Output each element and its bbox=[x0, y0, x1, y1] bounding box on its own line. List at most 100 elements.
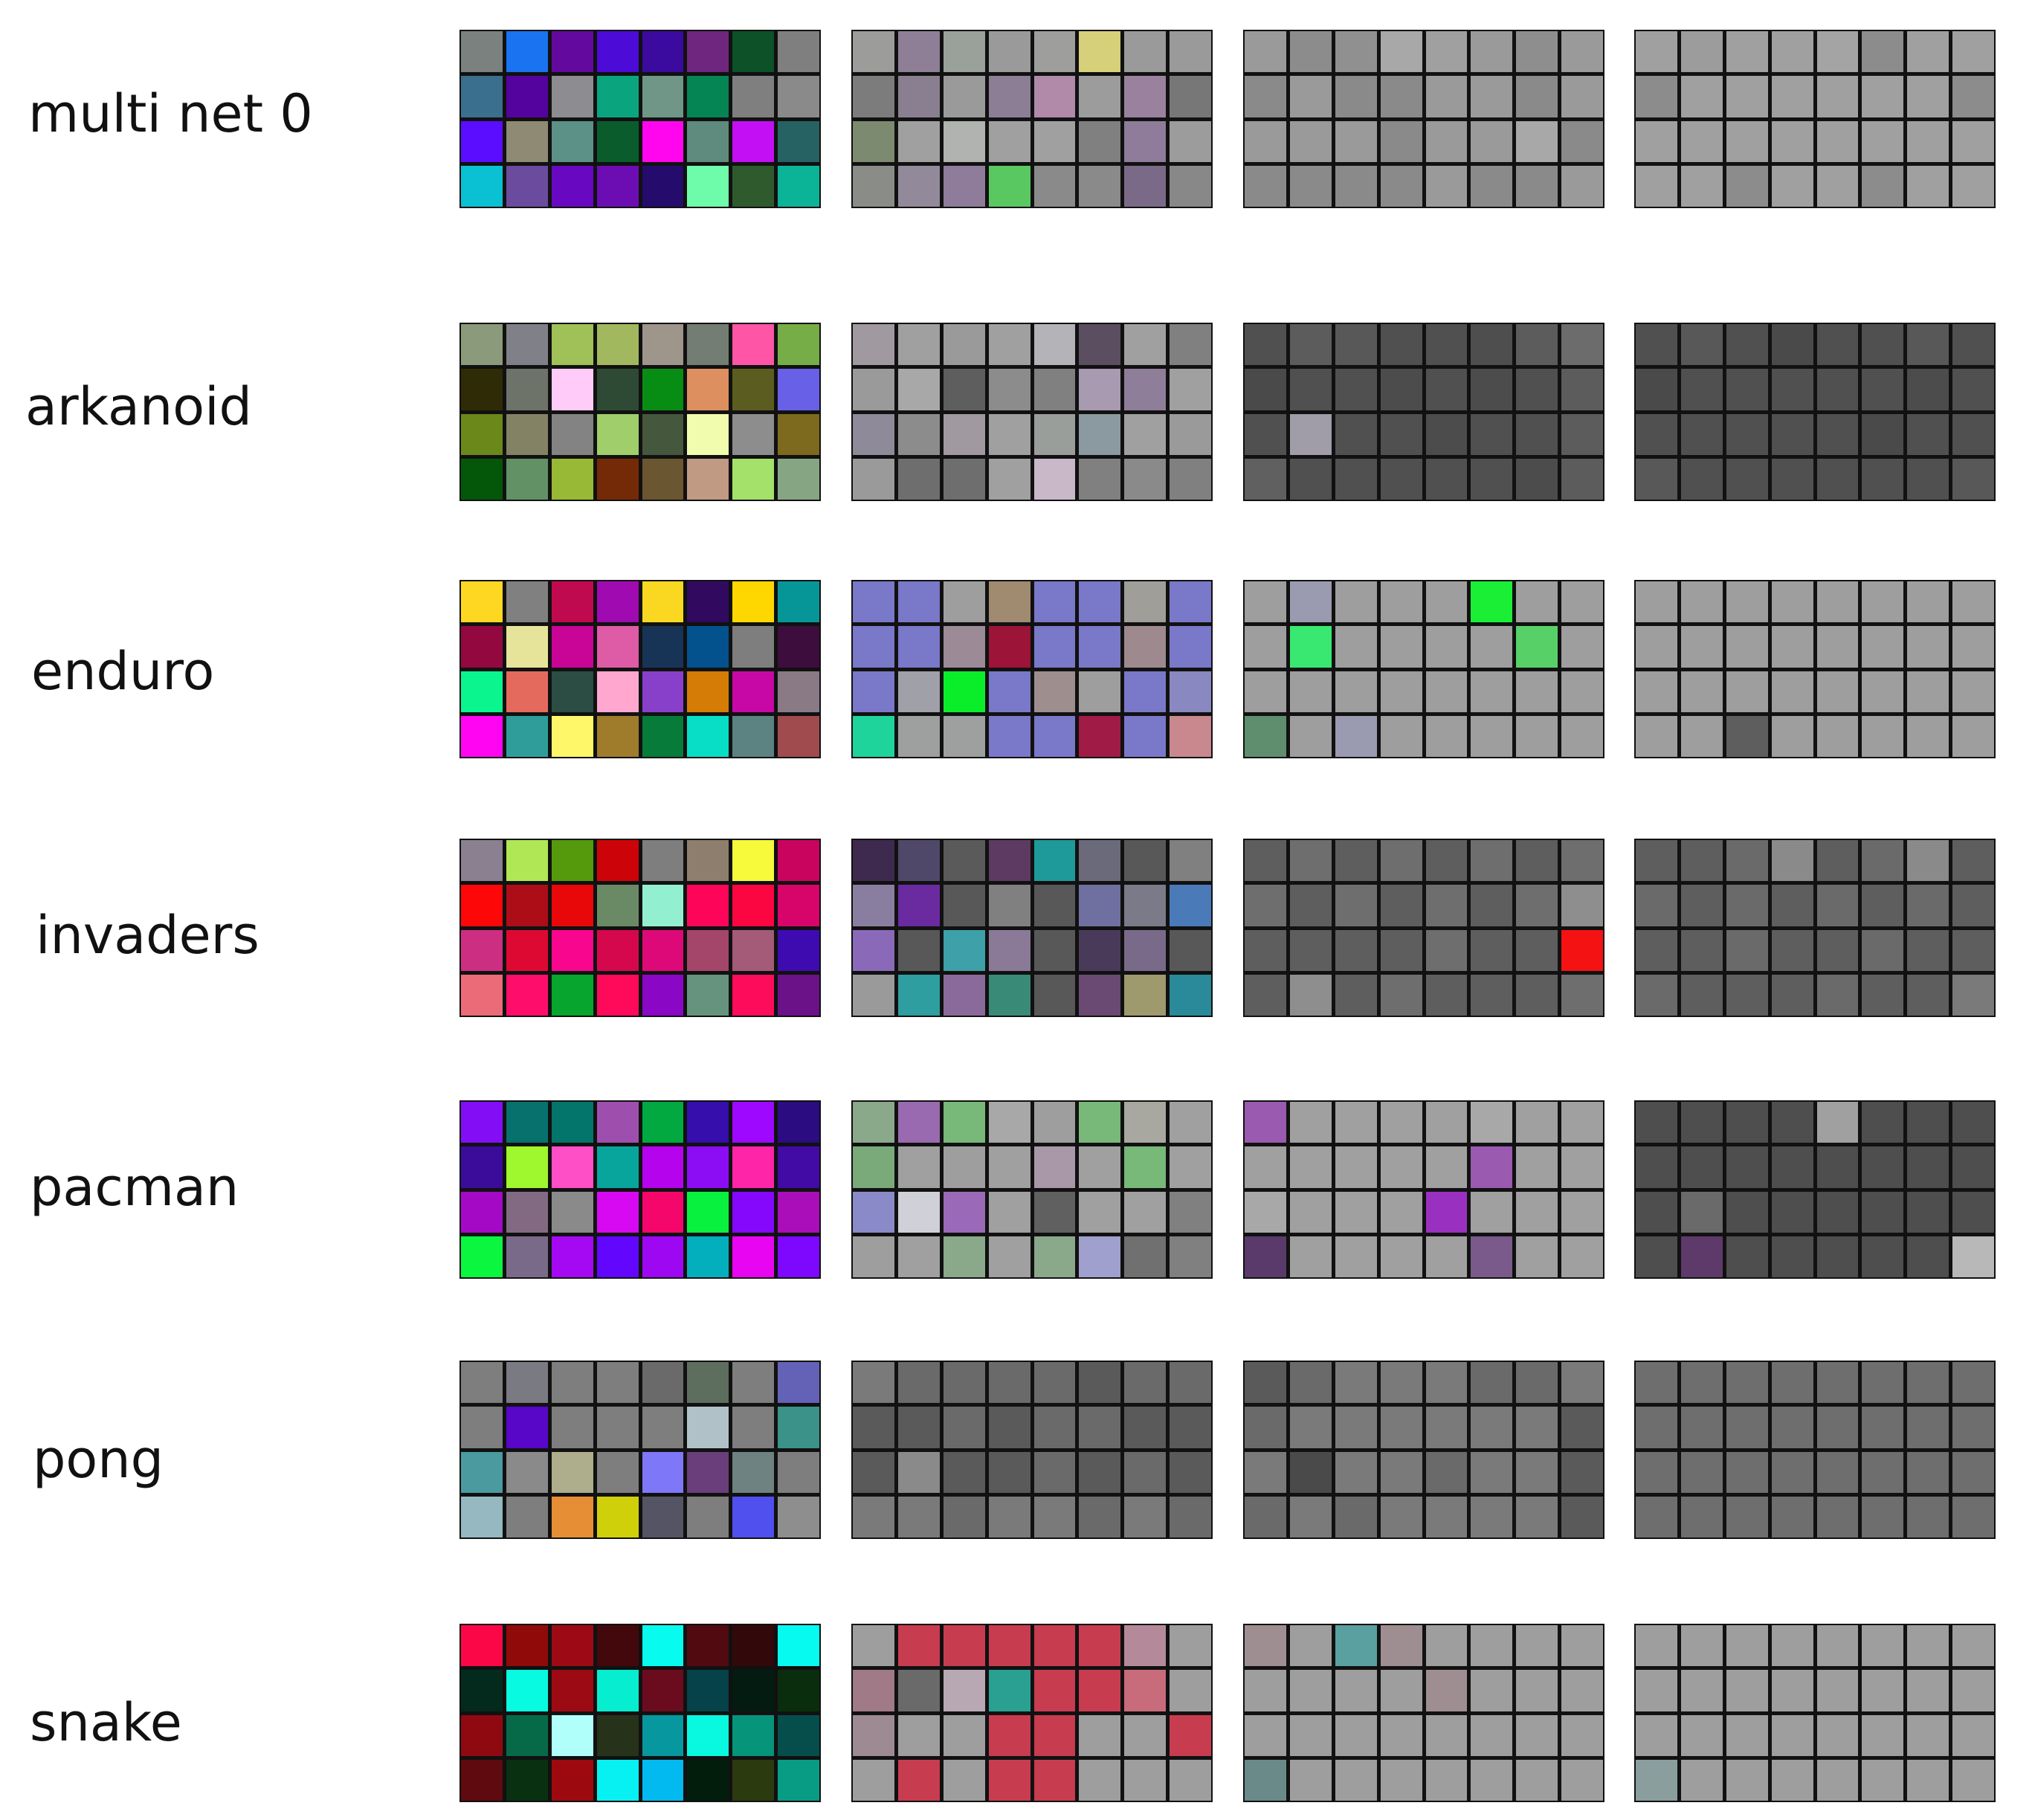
filter-tile bbox=[551, 31, 593, 73]
filter-tile bbox=[1124, 1670, 1167, 1711]
filter-tile bbox=[1335, 1625, 1377, 1667]
filter-tile bbox=[853, 413, 894, 455]
filter-tile bbox=[1124, 31, 1167, 73]
filter-tile bbox=[1561, 1625, 1603, 1667]
filter-tile bbox=[1816, 974, 1859, 1016]
filter-tile bbox=[1033, 1146, 1076, 1188]
filter-tile bbox=[988, 1146, 1030, 1188]
filter-tile bbox=[687, 413, 729, 455]
filter-grid-invaders-conv4 bbox=[1634, 839, 1996, 1017]
filter-tile bbox=[596, 626, 639, 668]
filter-tile bbox=[897, 120, 940, 162]
filter-tile bbox=[988, 715, 1030, 757]
filter-tile bbox=[1771, 715, 1813, 757]
filter-tile bbox=[1952, 840, 1994, 882]
filter-tile bbox=[778, 31, 819, 73]
filter-tile bbox=[687, 1625, 729, 1667]
filter-tile bbox=[1289, 1102, 1332, 1143]
filter-tile bbox=[943, 369, 985, 410]
filter-tile bbox=[1680, 626, 1723, 668]
filter-tile bbox=[1952, 974, 1994, 1016]
filter-tile bbox=[988, 1759, 1030, 1801]
filter-tile bbox=[732, 1102, 775, 1143]
filter-tile bbox=[1771, 324, 1813, 366]
filter-tile bbox=[1907, 31, 1949, 73]
filter-tile bbox=[506, 1496, 548, 1537]
filter-tile bbox=[1471, 1670, 1513, 1711]
filter-tile bbox=[506, 1362, 548, 1404]
filter-tile bbox=[687, 885, 729, 926]
filter-grid-pong-conv4 bbox=[1634, 1361, 1996, 1539]
filter-grid-enduro-conv1 bbox=[459, 580, 821, 758]
filter-tile bbox=[943, 165, 985, 207]
filter-tile bbox=[1862, 715, 1904, 757]
filter-tile bbox=[1726, 1714, 1768, 1756]
filter-tile bbox=[642, 1146, 684, 1188]
filter-tile bbox=[506, 1625, 548, 1667]
filter-tile bbox=[988, 458, 1030, 500]
filter-tile bbox=[596, 929, 639, 971]
filter-tile bbox=[1289, 1714, 1332, 1756]
filter-tile bbox=[1079, 974, 1121, 1016]
filter-tile bbox=[732, 458, 775, 500]
filter-tile bbox=[1170, 840, 1211, 882]
filter-tile bbox=[1124, 1102, 1167, 1143]
filter-tile bbox=[506, 581, 548, 623]
filter-tile bbox=[1726, 1236, 1768, 1277]
filter-tile bbox=[1245, 165, 1286, 207]
filter-tile bbox=[1033, 1670, 1076, 1711]
filter-tile bbox=[897, 885, 940, 926]
filter-tile bbox=[1170, 671, 1211, 712]
filter-tile bbox=[1816, 671, 1859, 712]
filter-tile bbox=[1952, 929, 1994, 971]
row-label-arkanoid: arkanoid bbox=[25, 376, 252, 437]
filter-tile bbox=[461, 1670, 503, 1711]
filter-tile bbox=[1561, 369, 1603, 410]
filter-tile bbox=[642, 1362, 684, 1404]
filter-tile bbox=[1862, 413, 1904, 455]
filter-tile bbox=[506, 369, 548, 410]
filter-tile bbox=[1636, 1625, 1677, 1667]
filter-tile bbox=[596, 458, 639, 500]
filter-tile bbox=[1907, 1496, 1949, 1537]
filter-tile bbox=[1289, 1362, 1332, 1404]
filter-tile bbox=[1636, 581, 1677, 623]
filter-tile bbox=[853, 840, 894, 882]
filter-tile bbox=[1289, 671, 1332, 712]
filter-tile bbox=[1680, 581, 1723, 623]
filter-tile bbox=[1033, 929, 1076, 971]
filter-tile bbox=[1245, 671, 1286, 712]
filter-tile bbox=[778, 671, 819, 712]
filter-tile bbox=[1380, 1362, 1422, 1404]
filter-tile bbox=[897, 1670, 940, 1711]
filter-tile bbox=[1726, 1625, 1768, 1667]
filter-tile bbox=[1471, 1625, 1513, 1667]
filter-tile bbox=[1335, 165, 1377, 207]
filter-tile bbox=[1907, 671, 1949, 712]
filter-tile bbox=[1952, 1407, 1994, 1448]
filter-tile bbox=[1816, 1496, 1859, 1537]
filter-tile bbox=[551, 1451, 593, 1493]
filter-tile bbox=[1033, 1759, 1076, 1801]
filter-tile bbox=[1079, 413, 1121, 455]
filter-tile bbox=[642, 1670, 684, 1711]
filter-grid-pacman-conv3 bbox=[1243, 1100, 1604, 1279]
filter-tile bbox=[596, 1191, 639, 1233]
filter-tile bbox=[897, 1191, 940, 1233]
filter-tile bbox=[1124, 324, 1167, 366]
filter-tile bbox=[1425, 413, 1468, 455]
filter-tile bbox=[1561, 1670, 1603, 1711]
filter-tile bbox=[1907, 715, 1949, 757]
filter-grid-pong-conv3 bbox=[1243, 1361, 1604, 1539]
filter-tile bbox=[1726, 165, 1768, 207]
filter-tile bbox=[1771, 458, 1813, 500]
filter-tile bbox=[897, 1102, 940, 1143]
filter-tile bbox=[1636, 76, 1677, 117]
filter-tile bbox=[1124, 1146, 1167, 1188]
filter-tile bbox=[1862, 1236, 1904, 1277]
filter-tile bbox=[1425, 1146, 1468, 1188]
filter-tile bbox=[1471, 165, 1513, 207]
filter-tile bbox=[853, 1362, 894, 1404]
filter-tile bbox=[1425, 715, 1468, 757]
filter-tile bbox=[1425, 581, 1468, 623]
